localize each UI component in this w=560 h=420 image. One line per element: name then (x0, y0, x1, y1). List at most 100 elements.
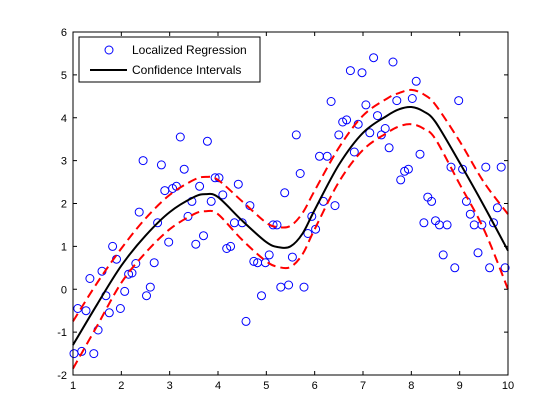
data-point (210, 173, 220, 183)
data-point (465, 209, 475, 219)
data-point (411, 76, 421, 86)
y-tick-label: 2 (61, 199, 67, 211)
data-point (357, 68, 367, 78)
data-point (299, 282, 309, 292)
data-point (419, 218, 429, 228)
data-point (241, 316, 251, 326)
data-point (134, 207, 144, 217)
data-point (458, 164, 468, 174)
data-point (108, 241, 118, 251)
data-point (407, 94, 417, 103)
x-tick-label: 2 (118, 380, 124, 392)
x-tick-label: 4 (215, 380, 221, 392)
data-point (291, 130, 301, 140)
data-point (349, 147, 359, 157)
data-point (303, 229, 313, 238)
x-tick-label: 9 (457, 380, 463, 392)
data-point (365, 128, 375, 138)
data-point (322, 151, 332, 161)
data-point (164, 237, 174, 247)
tick-layer: 1 2 3 4 5 6 7 8 9 10 -2 -1 0 1 2 3 4 5 6 (57, 27, 514, 392)
data-point (233, 179, 243, 189)
legend-label-localized-regression: Localized Regression (132, 43, 247, 57)
data-point (280, 188, 290, 198)
data-point (450, 263, 460, 273)
data-point (342, 115, 352, 125)
data-point (145, 282, 155, 292)
series-layer (69, 53, 510, 370)
data-point (477, 220, 487, 230)
data-point (81, 306, 91, 316)
data-point (89, 349, 99, 359)
data-point (149, 258, 159, 268)
data-point (438, 250, 448, 260)
data-point (492, 203, 502, 213)
data-point (334, 130, 344, 140)
data-point (373, 111, 382, 121)
data-point (442, 220, 452, 230)
legend-label-confidence-intervals: Confidence Intervals (132, 63, 241, 77)
data-point (345, 66, 355, 76)
legend-marker-localized-regression (104, 45, 114, 55)
data-point (496, 162, 506, 172)
regression-fit-line (72, 105, 509, 346)
data-point (226, 241, 236, 251)
data-point (218, 190, 228, 200)
data-point (77, 346, 87, 356)
data-point (473, 248, 483, 258)
y-tick-label: -2 (57, 370, 67, 382)
plot-area (73, 32, 508, 375)
data-point (142, 291, 151, 301)
data-point (326, 97, 336, 106)
y-tick-label: 4 (61, 113, 67, 125)
data-point (369, 53, 379, 63)
data-point (115, 304, 125, 313)
y-tick-label: 1 (61, 241, 67, 253)
data-point (485, 263, 495, 273)
x-tick-label: 8 (408, 380, 414, 392)
data-point (120, 286, 130, 296)
x-tick-label: 10 (502, 380, 514, 392)
data-point (138, 156, 148, 166)
lower-confidence-band (72, 123, 509, 370)
data-point (156, 160, 166, 170)
x-tick-label: 1 (70, 380, 76, 392)
data-point (199, 231, 208, 241)
data-point (131, 259, 141, 268)
legend-box (78, 36, 261, 83)
data-point (415, 149, 425, 159)
x-tick-label: 5 (263, 380, 269, 392)
data-point (500, 263, 510, 273)
data-point (257, 291, 266, 301)
data-point (403, 164, 413, 174)
x-tick-label: 3 (167, 380, 173, 392)
data-point (202, 136, 212, 146)
y-tick-label: -1 (57, 327, 67, 339)
data-point (153, 218, 163, 228)
data-point (191, 239, 201, 249)
data-point (249, 256, 259, 266)
data-point (175, 132, 185, 142)
data-point (287, 252, 297, 262)
legend: Localized Regression Confidence Interval… (78, 36, 261, 83)
data-point (396, 175, 406, 185)
data-point (454, 96, 464, 106)
data-point (179, 164, 189, 174)
data-point (384, 143, 394, 153)
x-tick-label: 7 (360, 380, 366, 392)
data-point (427, 196, 437, 206)
data-point (195, 181, 205, 191)
data-point (446, 162, 456, 172)
data-point (330, 201, 340, 211)
data-point (295, 169, 305, 178)
y-tick-label: 6 (61, 27, 67, 39)
data-point (206, 196, 216, 206)
y-tick-label: 0 (61, 284, 67, 296)
y-tick-label: 3 (61, 156, 67, 168)
data-point (380, 124, 390, 133)
upper-confidence-band (72, 88, 509, 322)
data-point (183, 211, 193, 221)
data-point (489, 218, 498, 228)
data-point (237, 218, 247, 228)
